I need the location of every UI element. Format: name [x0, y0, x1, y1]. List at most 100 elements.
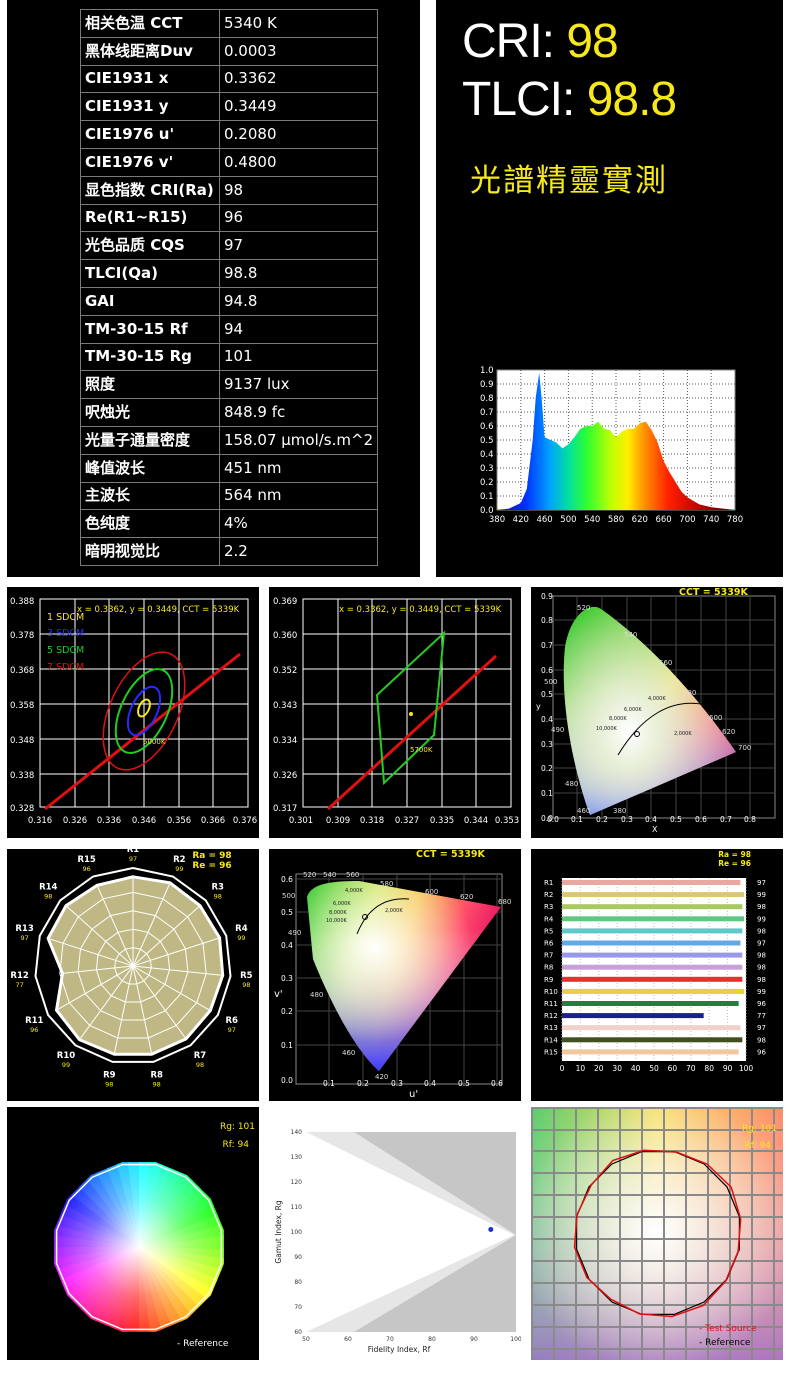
cie1976-ytick: 0.5	[281, 908, 293, 917]
cie1931-xtick: 0.2	[596, 815, 608, 824]
cie1931-ylabel: y	[536, 702, 541, 711]
radar-spoke	[65, 905, 134, 967]
measurement-row: 相关色温 CCT 5340 K	[80, 9, 379, 38]
measurement-row: 显色指数 CRI(Ra) 98	[80, 175, 379, 205]
vector-rg: Rg: 101	[742, 1124, 777, 1134]
planckian-locus	[44, 652, 241, 811]
sdcm-xticks: 0.316 0.326 0.336 0.346 0.356 0.366 0.37…	[28, 816, 257, 826]
tm30-ytick: 100	[291, 1229, 303, 1236]
radar-ring	[77, 910, 189, 1021]
radar-value: 98	[153, 1081, 161, 1089]
wavelength-label: 500	[544, 678, 557, 686]
ansi-xtick: 0.309	[326, 816, 350, 826]
ansi-quadrangle	[375, 630, 446, 786]
cie1931-ytick: 0.4	[541, 715, 553, 724]
measurement-value: 0.3362	[218, 64, 379, 94]
tm30-ytick: 60	[294, 1329, 302, 1336]
planck-label: 8,000K	[609, 716, 627, 722]
radar-value: 99	[175, 865, 183, 873]
radar-spoke	[132, 937, 220, 967]
measurement-row: 黑体线距离Duv 0.0003	[80, 36, 379, 66]
spectrum-xtick: 660	[655, 515, 671, 525]
cie1976-ytick: 0.6	[281, 875, 293, 884]
radar-spoke	[132, 882, 171, 967]
radar-category: R3	[211, 883, 224, 893]
ansi-ytick: 0.317	[273, 804, 297, 814]
wavelength-label: 490	[551, 726, 564, 734]
sdcm-xtick: 0.326	[63, 816, 87, 826]
ansi-xtick: 0.335	[430, 816, 454, 826]
ansi-yticks: 0.369 0.360 0.352 0.343 0.334 0.326 0.31…	[273, 597, 297, 814]
radar-category: R12	[10, 971, 28, 981]
wavelength-label: 580	[683, 689, 696, 697]
measurement-row: 呎烛光 848.9 fc	[80, 398, 379, 427]
measurement-row: CIE1931 y 0.3449	[80, 92, 379, 122]
tm30-xtick: 100	[510, 1336, 521, 1343]
sdcm-3-ellipse	[126, 685, 162, 737]
wavelength-label: 620	[460, 893, 473, 901]
ansi-xtick: 0.353	[495, 816, 519, 826]
bar-category: R5	[544, 927, 553, 935]
cie1976-panel: CCT = 5339K 520 540 560 580 600 620 680 …	[269, 849, 521, 1101]
tm30-xtick: 80	[428, 1336, 436, 1343]
radar-value: 97	[129, 855, 137, 863]
cie1976-xlabel: u'	[409, 1089, 418, 1100]
measurement-panel: 相关色温 CCT 5340 K 黑体线距离Duv 0.0003 CIE1931 x 0.3…	[7, 0, 420, 577]
spectrum-ytick: 0.1	[480, 492, 494, 502]
radar-value: 97	[20, 934, 28, 942]
measurement-value: 94	[218, 314, 379, 344]
wavelength-label: 420	[375, 1073, 388, 1081]
measurement-value: 0.0003	[218, 36, 379, 66]
sdcm-legend-1: 1 SDCM	[47, 612, 84, 623]
bar-value: 98	[757, 964, 766, 972]
spectrum-ytick: 0.3	[480, 464, 494, 474]
measurement-row: 光量子通量密度 158.07 μmol/s.m^2	[80, 425, 379, 455]
radar-ring	[95, 928, 171, 1003]
wheel-legend: - Reference	[177, 1339, 229, 1349]
bar-category: R15	[544, 1048, 558, 1056]
radar-category: R4	[235, 924, 248, 934]
radar-category: R11	[25, 1016, 43, 1026]
tm30-wheel-chart: Rg: 101 Rf: 94 - Reference	[54, 1122, 255, 1349]
tlci-label: TLCI:	[462, 73, 587, 126]
measurement-label: 主波长	[80, 481, 220, 511]
wavelength-label: 600	[709, 714, 722, 722]
radar-spoke	[132, 965, 223, 976]
cie1976-planck-labels: 4,000K 6,000K 8,000K 10,000K 2,000K	[326, 888, 403, 924]
cie1931-planck-labels: 4,000K 6,000K 8,000K 10,000K 2,000K	[596, 696, 692, 737]
cie1976-xtick: 0.3	[391, 1079, 403, 1088]
bars-xtick: 20	[594, 1064, 604, 1073]
sdcm-legend-7: 7 SDCM	[47, 662, 84, 673]
measurement-label: 呎烛光	[80, 398, 220, 427]
ansi-panel: x = 0.3362, y = 0.3449, CCT = 5339K 5700…	[269, 587, 521, 838]
wavelength-label: 480	[310, 991, 323, 999]
measurement-row: 照度 9137 lux	[80, 370, 379, 400]
tm30-point	[488, 1227, 494, 1232]
measurement-value: 98	[218, 175, 379, 205]
cri-bars-panel: 0 10 20 30 40 50 60 70 80 90 100 R1 97 R2 99 R3 98 R4 99 R…	[531, 849, 783, 1101]
bars-xtick: 0	[560, 1064, 565, 1073]
cri-bar	[562, 904, 743, 910]
planck-label: 8,000K	[329, 910, 347, 916]
cri-bar	[562, 976, 743, 982]
sdcm-1-ellipse	[137, 698, 151, 718]
wavelength-label: 520	[303, 871, 316, 879]
bars-xtick: 100	[739, 1064, 754, 1073]
sdcm-ytick: 0.388	[10, 597, 34, 607]
bar-value: 96	[757, 1000, 766, 1008]
wheel-rg: Rg: 101	[220, 1122, 255, 1132]
cri-label: CRI:	[462, 15, 567, 68]
measurement-value: 451 nm	[218, 453, 379, 483]
measurement-label: 相关色温 CCT	[80, 9, 220, 38]
tlci-readout: TLCI: 98.8	[462, 72, 677, 127]
sdcm-cct-label: 5000K	[143, 738, 166, 746]
ansi-ytick: 0.352	[273, 666, 297, 676]
planckian-locus-curve	[617, 702, 707, 756]
bars-xtick: 50	[649, 1064, 659, 1073]
bar-value: 98	[757, 927, 766, 935]
ansi-ytick: 0.369	[273, 597, 297, 607]
radar-category: R14	[39, 883, 57, 893]
tm30-ytick: 70	[294, 1304, 302, 1311]
tm30-xtick: 90	[470, 1336, 478, 1343]
sdcm-5-ellipse	[114, 668, 174, 754]
